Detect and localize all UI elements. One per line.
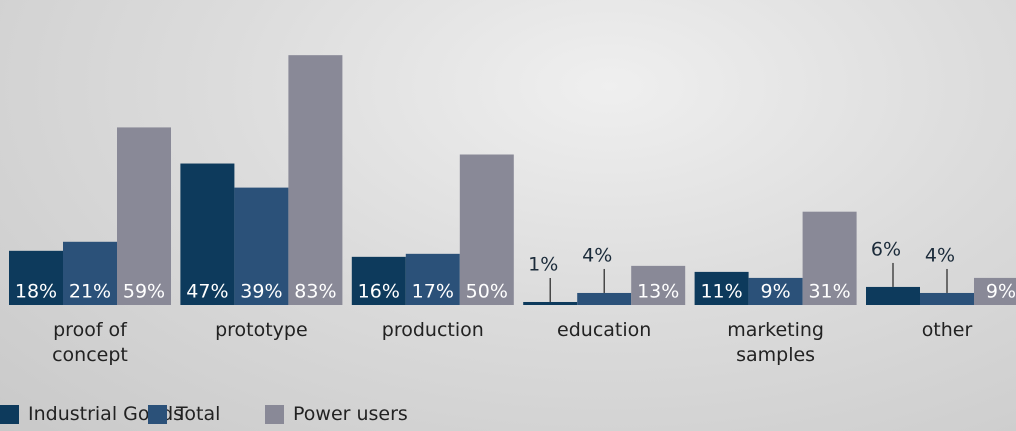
value-label: 16% — [358, 281, 400, 303]
x-tick-label: prototype — [215, 319, 308, 341]
bar — [459, 154, 514, 305]
bar — [405, 253, 460, 305]
bar — [974, 277, 1016, 305]
value-label: 6% — [871, 238, 901, 260]
bar — [694, 271, 749, 305]
value-label: 31% — [808, 281, 850, 303]
value-label: 83% — [294, 281, 336, 303]
legend-label: Power users — [293, 403, 408, 425]
bar — [180, 163, 235, 305]
x-tick-label: production — [381, 319, 484, 341]
value-label: 4% — [925, 244, 955, 266]
bar — [631, 265, 686, 305]
value-label: 39% — [240, 281, 282, 303]
value-label: 50% — [466, 281, 508, 303]
bar — [9, 250, 63, 305]
bar — [288, 55, 343, 305]
value-label: 21% — [69, 281, 111, 303]
legend-swatch — [265, 404, 284, 424]
value-label: 9% — [761, 281, 791, 303]
bar — [577, 292, 632, 305]
legend-label: Industrial Goods — [28, 403, 184, 425]
value-label: 47% — [186, 281, 228, 303]
bar — [748, 277, 803, 305]
value-label: 59% — [123, 281, 165, 303]
x-tick-label: marketing samples — [727, 319, 824, 366]
value-label: 4% — [582, 244, 612, 266]
legend-item: Industrial Goods — [0, 403, 184, 425]
bar — [351, 256, 406, 305]
value-label: 17% — [412, 281, 454, 303]
legend-item: Total — [148, 403, 221, 425]
legend-swatch — [148, 404, 167, 424]
bar — [523, 301, 578, 305]
bar — [866, 286, 920, 305]
bar — [920, 292, 974, 305]
value-label: 11% — [700, 281, 742, 303]
bar — [802, 211, 857, 305]
value-label: 13% — [637, 281, 679, 303]
x-tick-label: education — [557, 319, 652, 341]
bar — [234, 187, 289, 305]
legend-swatch — [0, 404, 19, 424]
x-tick-label: proof of concept — [52, 319, 128, 366]
legend-item: Power users — [265, 403, 408, 425]
bar — [63, 241, 117, 305]
x-tick-label: other — [921, 319, 973, 341]
legend-label: Total — [176, 403, 221, 425]
value-label: 9% — [986, 281, 1016, 303]
value-label: 1% — [528, 253, 558, 275]
value-label: 18% — [15, 281, 57, 303]
bar — [117, 127, 171, 305]
